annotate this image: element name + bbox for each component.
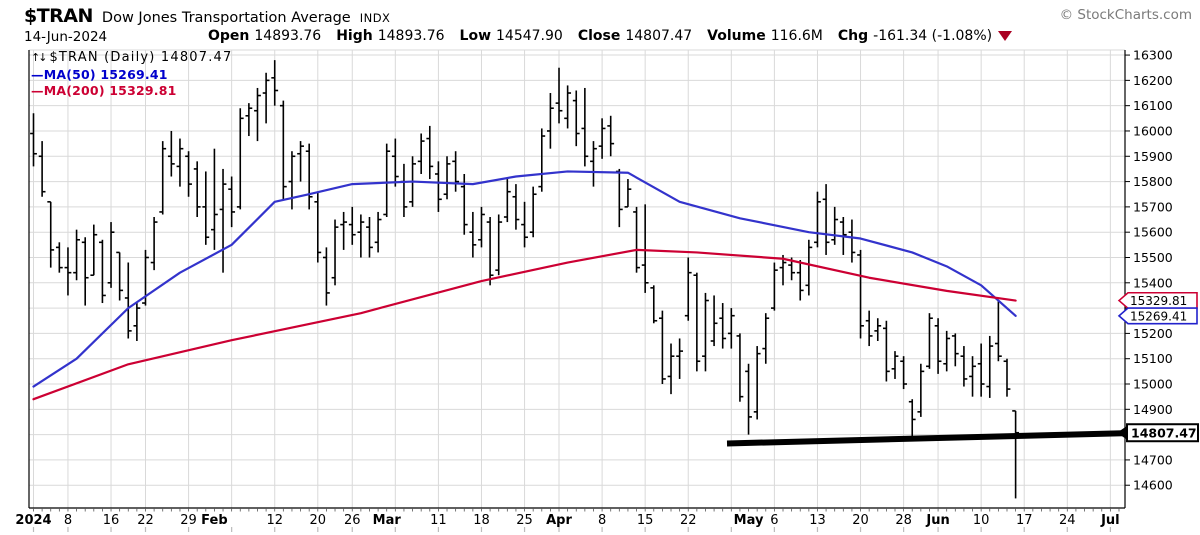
quote-date: 14-Jun-2024 bbox=[24, 29, 108, 45]
y-axis-label: 16200 bbox=[1133, 73, 1173, 88]
ma50-line bbox=[32, 170, 1017, 388]
change-down-triangle-icon bbox=[998, 31, 1013, 41]
ticker-symbol: $TRAN bbox=[24, 5, 93, 27]
x-axis-label: 8 bbox=[598, 513, 606, 528]
x-axis-label: 6 bbox=[770, 513, 778, 528]
x-axis-label: 20 bbox=[310, 513, 327, 528]
price-tag-14807.47: 14807.47 bbox=[1117, 423, 1199, 443]
ohlc-layer bbox=[30, 60, 1020, 499]
x-axis-label: May bbox=[734, 513, 764, 528]
stockcharts-copyright: © StockCharts.com bbox=[1059, 7, 1192, 23]
y-axis-label: 14700 bbox=[1133, 452, 1173, 467]
volume-label: Volume bbox=[707, 28, 766, 44]
price-tag-text: 15269.41 bbox=[1130, 309, 1187, 323]
close-label: Close bbox=[577, 28, 621, 44]
open-label: Open bbox=[208, 28, 250, 44]
x-axis-label: Apr bbox=[546, 513, 572, 528]
x-axis-label: Mar bbox=[373, 513, 402, 528]
y-axis-label: 15500 bbox=[1133, 250, 1173, 265]
x-axis-label: 22 bbox=[137, 513, 154, 528]
x-axis-label: 15 bbox=[637, 513, 654, 528]
high-value: 14893.76 bbox=[377, 28, 445, 44]
y-axis-label: 15400 bbox=[1133, 275, 1173, 290]
x-axis-label: Jun bbox=[925, 513, 949, 528]
quote-low: Low 14547.90 bbox=[460, 28, 563, 44]
quote-change: Chg -161.34 (-1.08%) bbox=[837, 28, 1013, 44]
x-axis-label: 17 bbox=[1016, 513, 1033, 528]
trendline-annotation bbox=[726, 430, 1128, 447]
open-value: 14893.76 bbox=[254, 28, 322, 44]
low-label: Low bbox=[459, 28, 492, 44]
x-axis-label: 16 bbox=[103, 513, 120, 528]
price-tag-box bbox=[1126, 423, 1199, 443]
price-tag-arrow bbox=[1117, 425, 1128, 441]
x-axis-label: 13 bbox=[809, 513, 826, 528]
y-axis-label: 14600 bbox=[1133, 478, 1173, 493]
x-axis-label: Jul bbox=[1100, 513, 1120, 528]
x-axis-label: 11 bbox=[430, 513, 447, 528]
quote-close: Close 14807.47 bbox=[578, 28, 692, 44]
price-tag-text: 14807.47 bbox=[1131, 426, 1197, 441]
price-tag-15269.41: 15269.41 bbox=[1117, 307, 1198, 325]
y-axis-label: 15000 bbox=[1133, 377, 1173, 392]
y-axis-label: 16300 bbox=[1133, 48, 1173, 63]
quote-open: Open 14893.76 bbox=[208, 28, 321, 44]
price-tag-box bbox=[1117, 291, 1198, 310]
x-axis-label: 10 bbox=[973, 513, 990, 528]
x-axis-label: 18 bbox=[473, 513, 490, 528]
quote-volume: Volume 116.6M bbox=[707, 28, 823, 44]
close-value: 14807.47 bbox=[625, 28, 693, 44]
x-axis-label: 26 bbox=[344, 513, 361, 528]
exchange-label: INDX bbox=[359, 11, 391, 25]
quote-high: High 14893.76 bbox=[336, 28, 444, 44]
x-axis-label: 25 bbox=[516, 513, 533, 528]
quote-row: Open 14893.76 High 14893.76 Low 14547.90 Cl… bbox=[208, 28, 1013, 44]
title-row: $TRAN Dow Jones Transportation Average I… bbox=[24, 5, 390, 27]
x-axis-label: 8 bbox=[64, 513, 72, 528]
y-axis-label: 15900 bbox=[1133, 149, 1173, 164]
x-axis-label: 2024 bbox=[15, 513, 51, 528]
y-axis-label: 14900 bbox=[1133, 402, 1173, 417]
y-axis-label: 15200 bbox=[1133, 326, 1173, 341]
chg-value: -161.34 (-1.08%) bbox=[873, 28, 993, 44]
price-tag-text: 15329.81 bbox=[1130, 294, 1187, 308]
x-axis-label: 24 bbox=[1059, 513, 1076, 528]
price-tag-box bbox=[1117, 307, 1198, 325]
x-axis-label: 20 bbox=[852, 513, 869, 528]
x-axis-label: 12 bbox=[266, 513, 283, 528]
x-axis-label: 29 bbox=[180, 513, 197, 528]
y-axis-labels: 14600 14700 14900 15000 15100 15200 15400 15500… bbox=[1125, 48, 1173, 493]
y-axis-label: 15800 bbox=[1133, 174, 1173, 189]
low-value: 14547.90 bbox=[496, 28, 563, 44]
y-axis-label: 15700 bbox=[1133, 199, 1173, 214]
y-axis-label: 15100 bbox=[1133, 351, 1173, 366]
chg-label: Chg bbox=[837, 28, 869, 44]
y-axis-label: 15600 bbox=[1133, 225, 1173, 240]
high-label: High bbox=[336, 28, 373, 44]
x-axis-label: 22 bbox=[680, 513, 697, 528]
price-tag-15329.81: 15329.81 bbox=[1117, 291, 1198, 310]
x-axis-label: 28 bbox=[895, 513, 912, 528]
x-axis-label: Feb bbox=[201, 513, 227, 528]
ma200-line bbox=[32, 248, 1017, 401]
x-axis-labels: 2024 8 16 22 29 Feb 12 20 26 Mar 11 18 25 Apr 8 15 22 May… bbox=[15, 513, 1119, 528]
instrument-name: Dow Jones Transportation Average bbox=[101, 10, 351, 26]
y-axis-label: 16000 bbox=[1133, 123, 1173, 138]
y-axis-label: 16100 bbox=[1133, 98, 1173, 113]
volume-value: 116.6M bbox=[770, 28, 823, 44]
